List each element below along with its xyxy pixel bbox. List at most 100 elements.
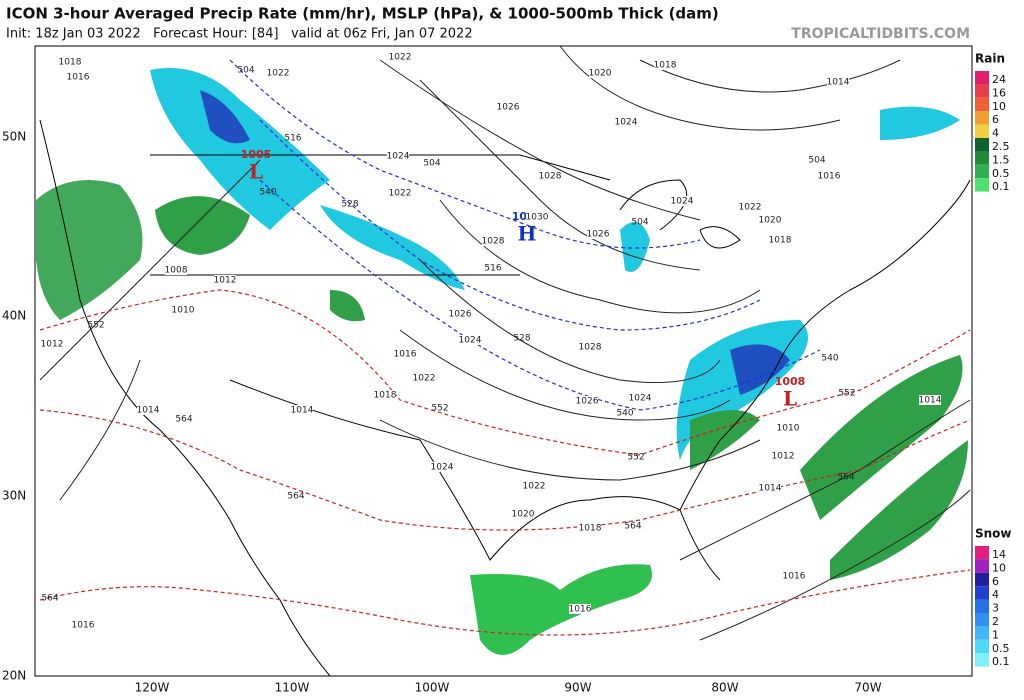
thickness-label: 552 <box>627 453 644 463</box>
lon-label: 110W <box>275 681 310 695</box>
isobar-label: 1016 <box>818 172 841 182</box>
isobar-label: 1024 <box>387 152 410 162</box>
legend-swatch <box>975 164 989 179</box>
legend-label: 3 <box>992 602 999 615</box>
subtitle: Init: 18z Jan 03 2022 Forecast Hour: [84… <box>6 27 473 42</box>
isobar-label: 1016 <box>394 350 417 360</box>
legend-label: 16 <box>992 86 1006 99</box>
isobar-label: 1022 <box>523 482 546 492</box>
lon-label: 80W <box>711 681 738 695</box>
isobar-label: 1014 <box>759 484 782 494</box>
lon-label: 90W <box>564 681 591 695</box>
center-pressure: 1005 <box>241 148 272 161</box>
isobar-label: 1020 <box>759 216 782 226</box>
isobar-label: 1012 <box>41 340 64 350</box>
lat-label: 30N <box>2 489 26 503</box>
legend-swatch <box>975 639 989 654</box>
map <box>34 45 973 677</box>
isobar-label: 1016 <box>72 621 95 631</box>
isobar-label: 1018 <box>579 524 602 534</box>
isobar-label-bg <box>389 52 411 62</box>
isobar-label: 1014 <box>919 396 942 406</box>
legend-label: 0.1 <box>992 180 1010 193</box>
isobar-label: 1012 <box>772 452 795 462</box>
isobar-label-bg <box>777 423 799 433</box>
isobar-label: 1018 <box>374 391 397 401</box>
legend-swatch <box>975 572 989 587</box>
isobar-label-bg <box>387 151 409 161</box>
isobar-label-bg <box>413 373 435 383</box>
isobar-label-bg <box>394 349 416 359</box>
isobar-label-bg <box>41 339 63 349</box>
isobar-label-bg <box>459 335 481 345</box>
legend-swatch <box>975 559 989 573</box>
lat-label: 40N <box>2 309 26 323</box>
thickness-label: 564 <box>837 473 854 483</box>
isobar-label-bg <box>783 571 805 581</box>
isobar-label: 1024 <box>671 197 694 207</box>
isobar-label-bg <box>769 235 791 245</box>
thickness-label: 540 <box>821 354 838 364</box>
lon-label: 70W <box>854 681 881 695</box>
legend-label: 4 <box>992 588 999 601</box>
isobar-label-bg <box>576 396 598 406</box>
legend-title: Rain <box>975 52 1005 66</box>
lon-label: 120W <box>135 681 170 695</box>
center-symbol: H <box>518 222 537 246</box>
isobar-label: 1028 <box>482 237 505 247</box>
isobar-label: 1008 <box>165 266 188 276</box>
isobar-label-bg <box>172 305 194 315</box>
thickness-label: 504 <box>423 159 440 169</box>
isobar-label: 1026 <box>576 397 599 407</box>
thickness-label: 564 <box>287 492 304 502</box>
isobar-label-bg <box>772 451 794 461</box>
isobar-label-bg <box>137 405 159 415</box>
legend-swatch <box>975 653 989 667</box>
isobar-label: 1018 <box>769 236 792 246</box>
isobar-label-bg <box>579 342 601 352</box>
legend-swatch <box>975 178 989 192</box>
isobar-label-bg <box>539 171 561 181</box>
legend-label: 1.5 <box>992 153 1010 166</box>
legend-label: 2.5 <box>992 140 1010 153</box>
isobar-label-bg <box>654 60 676 70</box>
isobar-label: 1018 <box>59 58 82 68</box>
isobar-label: 1014 <box>137 406 160 416</box>
isobar-label-bg <box>431 462 453 472</box>
isobar-label: 1012 <box>214 276 237 286</box>
isobar-label: 1024 <box>615 118 638 128</box>
legend-swatch <box>975 84 989 98</box>
center-symbol: L <box>783 387 797 411</box>
isobar-label-bg <box>526 212 548 222</box>
thickness-label: 516 <box>284 134 301 144</box>
legend-label: 6 <box>992 575 999 588</box>
isobar-label: 1028 <box>539 172 562 182</box>
isobar-label: 1014 <box>827 78 850 88</box>
thickness-label: 564 <box>41 594 58 604</box>
thickness-label: 564 <box>175 415 192 425</box>
thickness-label: 504 <box>808 156 825 166</box>
isobar-label-bg <box>759 483 781 493</box>
thickness-label: 516 <box>484 264 501 274</box>
isobar-label-bg <box>374 390 396 400</box>
thickness-label: 540 <box>616 409 633 419</box>
isobar-label-bg <box>72 620 94 630</box>
isobar-label: 1022 <box>739 203 762 213</box>
legend-label: 24 <box>992 73 1006 86</box>
thickness-label: 552 <box>87 321 104 331</box>
isobar-label: 1026 <box>587 230 610 240</box>
lat-label: 50N <box>2 130 26 144</box>
isobar-label-bg <box>589 68 611 78</box>
thickness-label: 564 <box>624 522 641 532</box>
legend: Rain241610642.51.50.50.1Snow1410643210.5… <box>975 52 1012 668</box>
legend-label: 4 <box>992 127 999 140</box>
thickness-label: 552 <box>838 389 855 399</box>
legend-swatch <box>975 599 989 613</box>
isobar-label-bg <box>523 481 545 491</box>
legend-label: 0.5 <box>992 642 1010 655</box>
isobar-label-bg <box>512 509 534 519</box>
title: ICON 3-hour Averaged Precip Rate (mm/hr)… <box>6 5 719 23</box>
legend-label: 10 <box>992 100 1006 113</box>
thickness-label: 504 <box>631 218 648 228</box>
